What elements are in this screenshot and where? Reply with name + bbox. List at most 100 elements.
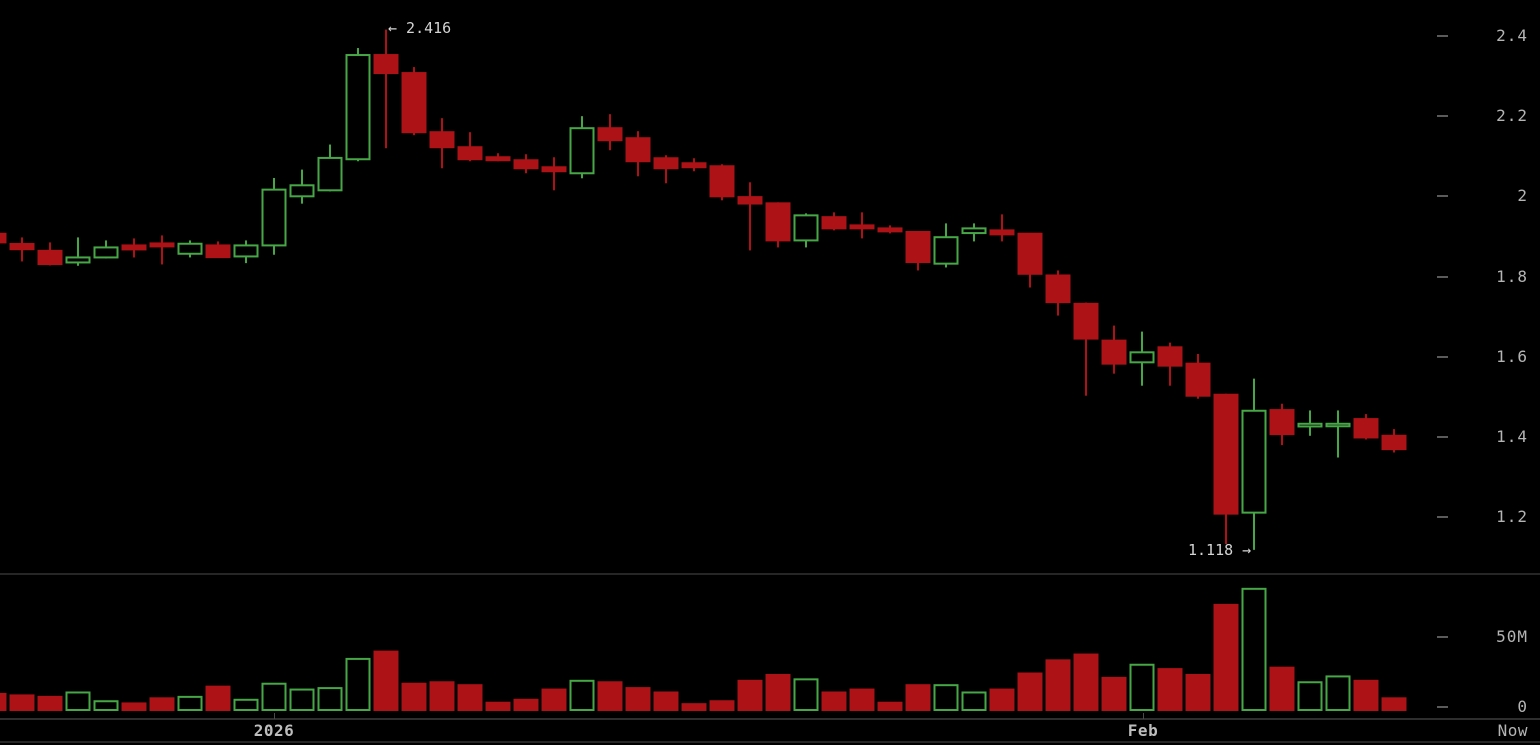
candle-down: [1185, 353, 1211, 399]
candle-down: [709, 164, 735, 201]
price-axis-label: 2.4: [1496, 26, 1528, 45]
candle-down: [0, 232, 7, 244]
volume-bar: [289, 688, 315, 711]
price-axis-label: 1.8: [1496, 267, 1528, 286]
candle-up: [345, 48, 371, 162]
time-axis-line: [0, 718, 1540, 720]
price-tick: [1437, 516, 1448, 518]
candle-down: [485, 153, 511, 162]
volume-bar: [1185, 673, 1211, 712]
volume-bar: [457, 684, 483, 711]
candle-down: [37, 242, 63, 266]
price-tick: [1437, 195, 1448, 197]
volume-bar: [765, 673, 791, 712]
candle-down: [1213, 393, 1239, 545]
volume-bar: [709, 700, 735, 711]
candle-down: [849, 212, 875, 239]
candle-down: [877, 225, 903, 234]
candle-down: [821, 212, 847, 231]
volume-bar: [1073, 653, 1099, 712]
time-tick: [1143, 713, 1144, 719]
candle-down: [597, 114, 623, 151]
candle-down: [1353, 414, 1379, 440]
volume-bar: [625, 687, 651, 711]
high-price-annotation: ← 2.416: [388, 19, 452, 37]
candle-down: [429, 118, 455, 169]
candle-up: [1297, 410, 1323, 436]
volume-tick: [1437, 706, 1448, 708]
volume-bar: [933, 684, 959, 711]
candle-down: [681, 158, 707, 172]
price-tick: [1437, 356, 1448, 358]
volume-bar: [485, 701, 511, 712]
volume-bar: [205, 685, 231, 712]
candle-down: [1045, 270, 1071, 316]
volume-bar: [737, 679, 763, 711]
volume-bar: [1325, 675, 1351, 711]
candle-down: [905, 230, 931, 271]
bottom-border: [0, 741, 1540, 743]
volume-bar: [849, 688, 875, 711]
price-axis-label: 1.2: [1496, 507, 1528, 526]
candle-up: [177, 240, 203, 258]
volume-bar: [1157, 668, 1183, 711]
price-tick: [1437, 115, 1448, 117]
volume-bar: [1101, 676, 1127, 712]
price-axis-label: 2: [1517, 186, 1528, 205]
candle-down: [1269, 403, 1295, 446]
candle-down: [625, 131, 651, 177]
volume-bar: [513, 698, 539, 712]
volume-bar: [0, 692, 7, 712]
volume-bar: [65, 691, 91, 711]
candle-up: [569, 116, 595, 179]
volume-bar: [317, 687, 343, 711]
volume-bar: [177, 695, 203, 711]
volume-bar: [401, 682, 427, 711]
volume-bar: [1353, 679, 1379, 711]
volume-bar: [233, 698, 259, 712]
candle-up: [261, 177, 287, 255]
volume-bar: [1129, 663, 1155, 711]
candle-down: [205, 241, 231, 259]
candle-up: [1129, 331, 1155, 386]
candle-down: [513, 154, 539, 174]
candle-up: [1325, 410, 1351, 458]
time-tick: [274, 713, 275, 719]
price-tick: [1437, 436, 1448, 438]
time-axis-label-2026: 2026: [253, 721, 295, 740]
volume-bar: [373, 650, 399, 711]
candle-down: [541, 157, 567, 191]
volume-bar: [37, 695, 63, 711]
volume-bar: [961, 691, 987, 711]
candle-down: [653, 155, 679, 184]
candle-down: [765, 202, 791, 248]
volume-bar: [1017, 672, 1043, 711]
volume-bar: [597, 681, 623, 712]
time-axis-label-now: Now: [1497, 721, 1528, 740]
candle-down: [737, 182, 763, 251]
volume-bar: [569, 679, 595, 711]
volume-bar: [653, 691, 679, 711]
candle-down: [457, 132, 483, 162]
volume-bar: [877, 701, 903, 712]
volume-tick: [1437, 636, 1448, 638]
candle-down: [1017, 232, 1043, 288]
candle-up: [93, 240, 119, 259]
price-axis-label: 1.6: [1496, 347, 1528, 366]
volume-bar: [681, 703, 707, 711]
volume-bar: [9, 694, 35, 712]
volume-bar: [1045, 659, 1071, 711]
candle-up: [793, 213, 819, 248]
volume-bar: [1269, 666, 1295, 711]
volume-bar: [821, 691, 847, 711]
candle-up: [933, 223, 959, 268]
volume-bar: [93, 700, 119, 711]
volume-bar: [429, 681, 455, 712]
volume-bar: [1381, 697, 1407, 712]
time-axis-label-feb: Feb: [1127, 721, 1159, 740]
volume-bar: [345, 657, 371, 712]
candle-up: [317, 144, 343, 192]
candle-down: [9, 237, 35, 262]
